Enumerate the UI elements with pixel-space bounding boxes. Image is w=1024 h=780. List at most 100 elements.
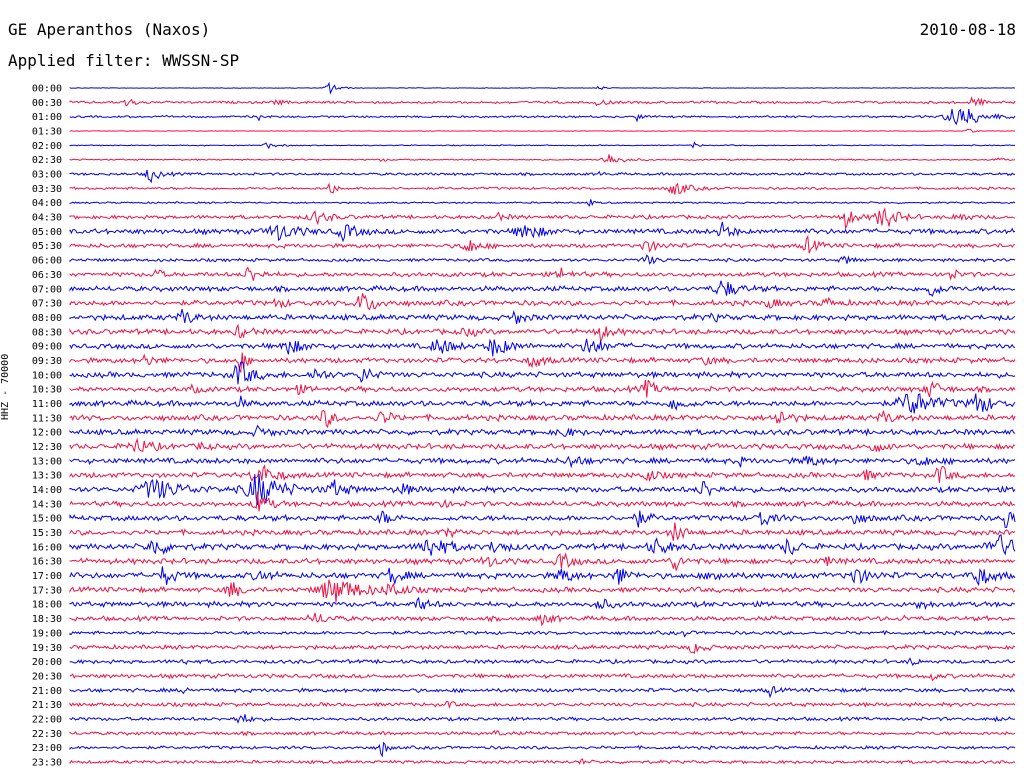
seismic-trace <box>69 309 1016 325</box>
seismic-trace <box>69 154 1016 163</box>
time-tick-labels: 00:00 00:30 01:00 01:30 02:00 02:30 03:00 03:30… <box>32 84 62 769</box>
seismic-trace <box>69 409 1016 429</box>
seismic-trace <box>69 714 1016 724</box>
time-tick-label: 04:00 <box>32 198 62 209</box>
seismic-trace <box>69 596 1016 611</box>
seismic-trace <box>69 293 1016 311</box>
seismic-trace <box>69 361 1016 385</box>
time-tick-label: 21:00 <box>32 686 62 697</box>
seismic-trace <box>69 128 1016 133</box>
time-tick-label: 12:00 <box>32 428 62 439</box>
seismic-trace <box>69 221 1016 243</box>
time-tick-label: 18:30 <box>32 614 62 625</box>
seismic-trace <box>69 96 1016 107</box>
seismic-trace <box>69 323 1016 344</box>
seismic-trace <box>69 266 1016 281</box>
time-tick-label: 21:30 <box>32 700 62 711</box>
time-tick-label: 13:30 <box>32 471 62 482</box>
time-tick-label: 16:30 <box>32 557 62 568</box>
time-tick-label: 16:00 <box>32 542 62 553</box>
seismic-trace <box>69 522 1016 541</box>
seismic-trace <box>69 474 1016 505</box>
seismic-trace <box>69 81 1016 95</box>
time-tick-label: 11:00 <box>32 399 62 410</box>
time-tick-label: 08:30 <box>32 327 62 338</box>
time-tick-label: 23:00 <box>32 743 62 754</box>
date-label: 2010-08-18 <box>919 20 1016 39</box>
time-tick-label: 11:30 <box>32 413 62 424</box>
station-title: GE Aperanthos (Naxos) <box>8 20 211 39</box>
seismic-trace <box>69 182 1016 195</box>
seismic-trace <box>69 643 1016 654</box>
trace-group <box>69 81 1016 765</box>
time-tick-label: 10:30 <box>32 385 62 396</box>
time-tick-label: 23:30 <box>32 757 62 768</box>
time-tick-label: 22:30 <box>32 729 62 740</box>
seismic-trace <box>69 455 1016 469</box>
seismic-trace <box>69 741 1016 758</box>
seismic-trace <box>69 393 1016 414</box>
seismic-trace <box>69 338 1016 357</box>
time-tick-label: 07:00 <box>32 284 62 295</box>
seismic-trace <box>69 672 1016 682</box>
seismic-trace <box>69 612 1016 627</box>
time-tick-label: 08:00 <box>32 313 62 324</box>
time-tick-label: 22:00 <box>32 714 62 725</box>
seismic-trace <box>69 234 1016 254</box>
time-tick-label: 15:00 <box>32 514 62 525</box>
seismic-trace <box>69 464 1016 483</box>
seismic-trace <box>69 141 1016 150</box>
time-tick-label: 19:00 <box>32 628 62 639</box>
seismic-trace <box>69 685 1016 699</box>
time-tick-label: 19:30 <box>32 643 62 654</box>
seismic-trace <box>69 579 1016 603</box>
time-tick-label: 10:00 <box>32 370 62 381</box>
seismic-trace <box>69 169 1015 184</box>
time-tick-label: 04:30 <box>32 213 62 224</box>
filter-label: Applied filter: WWSSN-SP <box>8 51 240 70</box>
time-tick-label: 02:30 <box>32 155 62 166</box>
time-tick-label: 17:30 <box>32 585 62 596</box>
seismic-trace <box>69 700 1016 709</box>
time-tick-label: 12:30 <box>32 442 62 453</box>
seismic-trace <box>69 758 1016 765</box>
time-tick-label: 06:00 <box>32 256 62 267</box>
time-tick-label: 09:30 <box>32 356 62 367</box>
seismic-trace <box>69 379 1016 398</box>
time-tick-label: 01:00 <box>32 112 62 123</box>
time-tick-label: 17:00 <box>32 571 62 582</box>
time-tick-label: 20:00 <box>32 657 62 668</box>
time-tick-label: 14:30 <box>32 499 62 510</box>
time-tick-label: 05:30 <box>32 241 62 252</box>
time-tick-label: 00:30 <box>32 98 62 109</box>
seismic-trace <box>69 630 1016 638</box>
time-tick-label: 06:30 <box>32 270 62 281</box>
time-tick-label: 14:00 <box>32 485 62 496</box>
seismic-trace <box>69 552 1016 571</box>
seismic-trace <box>69 491 1016 512</box>
time-tick-label: 09:00 <box>32 342 62 353</box>
time-tick-label: 03:00 <box>32 170 62 181</box>
time-tick-label: 13:00 <box>32 456 62 467</box>
seismic-trace <box>69 254 1016 265</box>
time-tick-label: 18:00 <box>32 600 62 611</box>
time-tick-label: 00:00 <box>32 84 62 95</box>
time-tick-label: 07:30 <box>32 299 62 310</box>
seismic-trace <box>69 352 1016 373</box>
seismic-trace <box>69 566 1016 587</box>
seismic-trace <box>69 657 1016 667</box>
time-tick-label: 15:30 <box>32 528 62 539</box>
time-tick-label: 01:30 <box>32 127 62 138</box>
seismic-trace <box>69 108 1016 126</box>
seismic-trace <box>69 729 1016 737</box>
seismic-trace <box>69 207 1016 231</box>
seismic-trace <box>69 534 1016 556</box>
time-tick-label: 03:30 <box>32 184 62 195</box>
time-tick-label: 20:30 <box>32 671 62 682</box>
seismic-trace <box>69 437 1016 452</box>
time-tick-label: 02:00 <box>32 141 62 152</box>
seismic-trace <box>69 280 1016 297</box>
time-tick-label: 05:00 <box>32 227 62 238</box>
seismic-trace <box>69 510 1016 528</box>
seismic-trace <box>69 199 1016 207</box>
